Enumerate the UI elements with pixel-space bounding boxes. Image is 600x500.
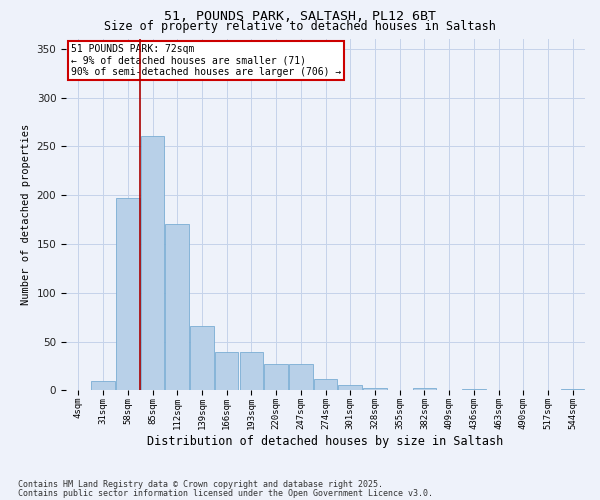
Text: 51, POUNDS PARK, SALTASH, PL12 6BT: 51, POUNDS PARK, SALTASH, PL12 6BT	[164, 10, 436, 23]
Bar	[239, 352, 263, 391]
Bar	[91, 380, 115, 390]
Bar	[190, 326, 214, 390]
Text: 51 POUNDS PARK: 72sqm
← 9% of detached houses are smaller (71)
90% of semi-detac: 51 POUNDS PARK: 72sqm ← 9% of detached h…	[71, 44, 341, 78]
X-axis label: Distribution of detached houses by size in Saltash: Distribution of detached houses by size …	[148, 434, 503, 448]
Bar	[116, 198, 140, 390]
Bar	[314, 378, 337, 390]
Text: Size of property relative to detached houses in Saltash: Size of property relative to detached ho…	[104, 20, 496, 33]
Bar	[265, 364, 288, 390]
Y-axis label: Number of detached properties: Number of detached properties	[21, 124, 31, 306]
Text: Contains HM Land Registry data © Crown copyright and database right 2025.: Contains HM Land Registry data © Crown c…	[18, 480, 383, 489]
Text: Contains public sector information licensed under the Open Government Licence v3: Contains public sector information licen…	[18, 488, 433, 498]
Bar	[215, 352, 238, 391]
Bar	[413, 388, 436, 390]
Bar	[166, 224, 189, 390]
Bar	[363, 388, 386, 390]
Bar	[338, 384, 362, 390]
Bar	[141, 136, 164, 390]
Bar	[289, 364, 313, 390]
